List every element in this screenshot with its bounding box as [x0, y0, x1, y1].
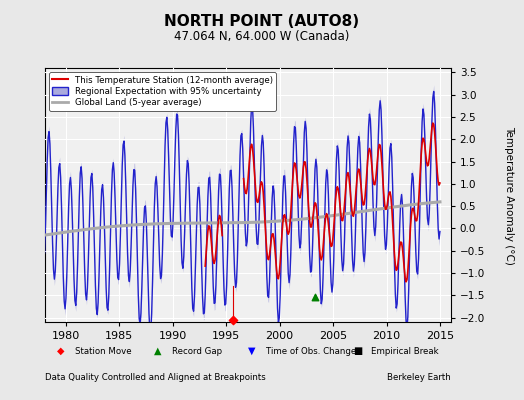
- Text: NORTH POINT (AUTO8): NORTH POINT (AUTO8): [165, 14, 359, 29]
- Text: Data Quality Controlled and Aligned at Breakpoints: Data Quality Controlled and Aligned at B…: [45, 374, 265, 382]
- Text: ◆: ◆: [57, 346, 64, 356]
- Text: Empirical Break: Empirical Break: [372, 346, 439, 356]
- Text: Berkeley Earth: Berkeley Earth: [387, 374, 451, 382]
- Point: [311, 294, 319, 301]
- Text: ▲: ▲: [154, 346, 162, 356]
- Text: ▼: ▼: [247, 346, 255, 356]
- Text: 47.064 N, 64.000 W (Canada): 47.064 N, 64.000 W (Canada): [174, 30, 350, 43]
- Legend: This Temperature Station (12-month average), Regional Expectation with 95% uncer: This Temperature Station (12-month avera…: [49, 72, 276, 110]
- Text: ■: ■: [353, 346, 363, 356]
- Text: Record Gap: Record Gap: [172, 346, 223, 356]
- Point: [228, 316, 237, 323]
- Y-axis label: Temperature Anomaly (°C): Temperature Anomaly (°C): [505, 126, 515, 264]
- Text: Station Move: Station Move: [75, 346, 132, 356]
- Text: Time of Obs. Change: Time of Obs. Change: [266, 346, 356, 356]
